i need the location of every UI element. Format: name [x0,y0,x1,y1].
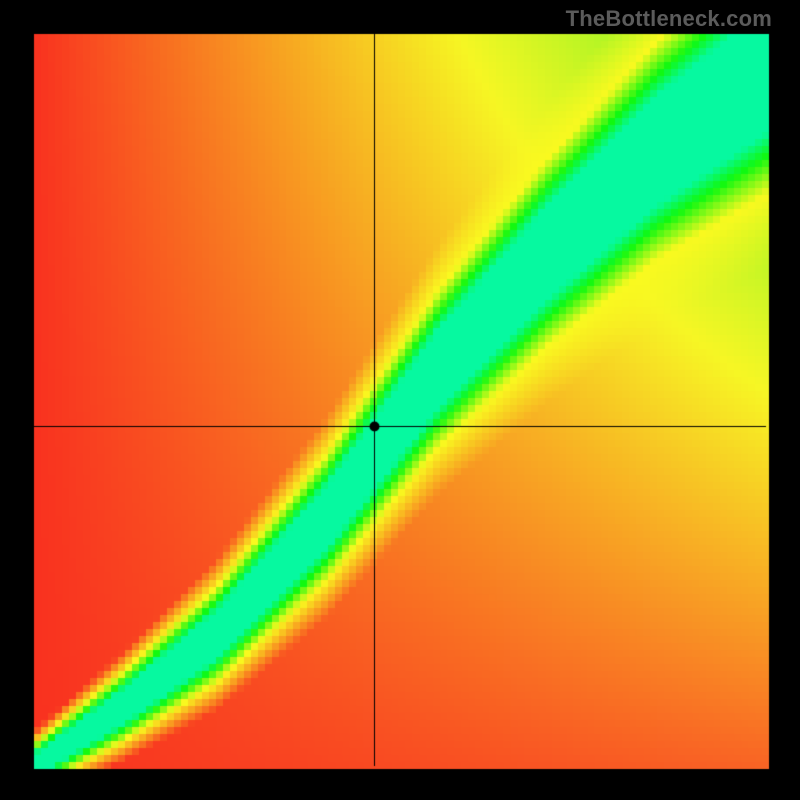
chart-container: TheBottleneck.com [0,0,800,800]
watermark-text: TheBottleneck.com [566,6,772,32]
heatmap-canvas [0,0,800,800]
